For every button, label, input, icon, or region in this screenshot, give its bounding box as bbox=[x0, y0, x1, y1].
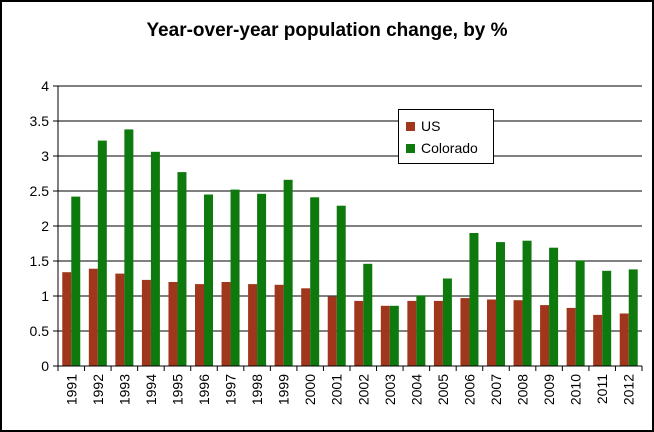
bar-colorado-2006 bbox=[469, 233, 479, 366]
bar-us-1998 bbox=[248, 284, 258, 366]
bar-us-2004 bbox=[407, 300, 417, 366]
bar-colorado-1993 bbox=[124, 129, 134, 366]
bar-colorado-1999 bbox=[283, 179, 293, 366]
bar-colorado-2009 bbox=[549, 247, 559, 366]
bar-us-2009 bbox=[540, 305, 550, 366]
x-tick-label: 1997 bbox=[223, 374, 239, 405]
bar-colorado-1997 bbox=[230, 189, 240, 366]
x-tick-label: 1994 bbox=[143, 374, 159, 405]
y-tick-label: 2.5 bbox=[30, 183, 50, 199]
legend-label-us: US bbox=[421, 118, 441, 134]
bar-us-2001 bbox=[327, 296, 337, 366]
legend: US Colorado bbox=[398, 109, 494, 164]
legend-item-us: US bbox=[406, 117, 440, 135]
bar-colorado-1991 bbox=[71, 196, 81, 366]
bar-colorado-2005 bbox=[442, 278, 452, 366]
x-tick-label: 2001 bbox=[329, 374, 345, 405]
bar-colorado-2002 bbox=[363, 263, 373, 366]
bar-us-1991 bbox=[62, 272, 72, 366]
bar-colorado-2008 bbox=[522, 240, 532, 366]
bar-colorado-2003 bbox=[389, 305, 399, 366]
bar-us-2008 bbox=[513, 300, 523, 366]
bar-colorado-1992 bbox=[97, 140, 107, 366]
bar-us-2006 bbox=[460, 298, 470, 366]
bar-colorado-2000 bbox=[310, 197, 320, 366]
x-tick-label: 2007 bbox=[488, 374, 504, 405]
bar-us-1993 bbox=[115, 273, 125, 366]
bar-colorado-1995 bbox=[177, 172, 187, 366]
x-tick-label: 2012 bbox=[621, 374, 637, 405]
bar-colorado-1994 bbox=[150, 151, 160, 366]
y-tick-label: 4 bbox=[41, 78, 49, 94]
bar-us-1994 bbox=[141, 279, 151, 366]
x-tick-label: 1991 bbox=[63, 374, 79, 405]
bar-colorado-1998 bbox=[257, 193, 267, 366]
bar-colorado-1996 bbox=[204, 194, 213, 366]
bar-colorado-2012 bbox=[628, 269, 638, 366]
legend-item-colorado: Colorado bbox=[406, 139, 478, 157]
bar-us-2010 bbox=[566, 307, 576, 366]
x-tick-label: 2000 bbox=[302, 374, 318, 405]
x-tick-label: 2009 bbox=[541, 374, 557, 405]
x-tick-label: 2006 bbox=[461, 374, 477, 405]
bar-us-1992 bbox=[88, 268, 98, 366]
bar-colorado-2001 bbox=[336, 205, 346, 366]
x-tick-label: 2002 bbox=[355, 374, 371, 405]
bar-colorado-2011 bbox=[602, 270, 612, 366]
bar-colorado-2007 bbox=[496, 242, 505, 366]
y-tick-label: 2 bbox=[41, 218, 49, 234]
chart-title: Year-over-year population change, by % bbox=[146, 20, 508, 41]
bar-us-1999 bbox=[274, 284, 284, 366]
bar-us-2003 bbox=[380, 305, 390, 366]
bar-colorado-2004 bbox=[416, 295, 426, 366]
y-tick-label: 3.5 bbox=[30, 113, 50, 129]
bar-colorado-2010 bbox=[575, 260, 585, 366]
legend-swatch-colorado bbox=[406, 143, 415, 153]
legend-label-colorado: Colorado bbox=[421, 140, 478, 156]
y-tick-label: 0 bbox=[41, 358, 49, 374]
y-tick-label: 3 bbox=[41, 148, 49, 164]
x-tick-label: 1995 bbox=[169, 374, 185, 405]
x-tick-label: 2003 bbox=[382, 374, 398, 405]
y-tick-label: 1 bbox=[41, 288, 49, 304]
y-tick-label: 0.5 bbox=[30, 323, 50, 339]
bar-us-1996 bbox=[195, 284, 204, 366]
x-tick-label: 2011 bbox=[594, 374, 610, 404]
bar-us-2011 bbox=[593, 314, 603, 366]
x-tick-label: 2008 bbox=[515, 374, 531, 405]
x-tick-label: 1999 bbox=[276, 374, 292, 405]
bar-us-2007 bbox=[487, 299, 496, 366]
x-tick-label: 2004 bbox=[408, 374, 424, 405]
bar-us-1995 bbox=[168, 282, 178, 366]
x-tick-label: 1996 bbox=[196, 374, 212, 405]
x-tick-label: 2010 bbox=[568, 374, 584, 405]
x-tick-label: 2005 bbox=[435, 374, 451, 405]
bar-us-2000 bbox=[301, 288, 311, 366]
bar-us-2002 bbox=[354, 300, 364, 366]
legend-swatch-us bbox=[406, 121, 415, 131]
x-tick-label: 1993 bbox=[116, 374, 132, 405]
y-tick-label: 1.5 bbox=[30, 253, 50, 269]
x-tick-label: 1992 bbox=[90, 374, 106, 405]
bar-us-2005 bbox=[433, 300, 443, 366]
bar-us-1997 bbox=[221, 282, 231, 366]
x-tick-label: 1998 bbox=[249, 374, 265, 405]
bar-us-2012 bbox=[619, 313, 629, 366]
